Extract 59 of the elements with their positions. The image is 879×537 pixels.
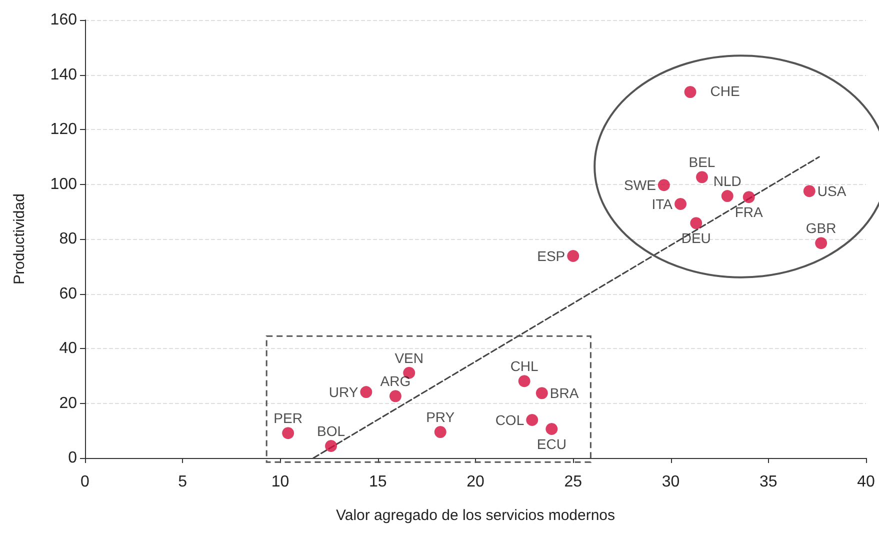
x-tick-label: 25: [564, 474, 582, 490]
point: [546, 422, 558, 435]
point: [518, 375, 530, 388]
y-tick-label: 20: [59, 394, 78, 412]
x-tick-label: 0: [80, 474, 90, 490]
x-axis-title: Valor agregado de los servicios modernos: [336, 507, 616, 524]
x-tick-label: 30: [662, 474, 680, 490]
y-tick-label: 120: [50, 121, 78, 138]
point: [567, 250, 580, 262]
annotation: ESP: [537, 248, 566, 264]
y-tick-label: 160: [50, 12, 78, 28]
point: [721, 190, 734, 202]
annotation: NLD: [713, 173, 742, 190]
y-tick-label: 60: [59, 285, 78, 302]
annotation: VEN: [394, 350, 424, 366]
x-tick-label: 40: [857, 474, 875, 490]
point: [526, 414, 538, 426]
annotation: USA: [817, 183, 847, 200]
annotation: ITA: [652, 196, 674, 212]
annotation: FRA: [734, 204, 764, 220]
point: [360, 386, 372, 398]
annotation: DEU: [681, 230, 711, 246]
x-tick-label: 35: [759, 474, 778, 490]
annotation: PRY: [426, 408, 456, 425]
annotation: GBR: [806, 220, 836, 236]
point: [658, 179, 670, 192]
annotation: SWE: [624, 177, 656, 194]
x-tick-label: 20: [466, 474, 484, 490]
point: [282, 427, 294, 440]
annotation: URY: [328, 384, 359, 400]
annotation: COL: [495, 412, 524, 428]
annotation: BOL: [317, 422, 346, 439]
y-tick-label: 100: [50, 176, 78, 193]
y-tick-label: 0: [68, 450, 78, 466]
x-tick-label: 15: [368, 474, 387, 490]
point: [325, 440, 338, 452]
annotation: CHE: [710, 82, 740, 99]
annotation: ECU: [536, 436, 566, 452]
annotation: BEL: [688, 154, 716, 170]
point: [803, 185, 816, 198]
annotation: CHL: [510, 358, 539, 374]
y-tick-label: 80: [59, 230, 78, 248]
point: [815, 237, 828, 250]
annotation: PER: [274, 410, 302, 426]
point: [684, 86, 696, 98]
point: [536, 387, 548, 400]
point: [690, 217, 702, 230]
annotation: ARG: [380, 373, 411, 390]
y-axis-title: Productividad: [11, 194, 28, 284]
x-tick-label: 10: [271, 474, 290, 490]
y-tick-label: 40: [59, 340, 78, 357]
point: [434, 426, 446, 438]
point: [389, 390, 402, 402]
annotation: BRA: [550, 385, 580, 402]
x-tick-label: 5: [178, 474, 188, 490]
point: [742, 191, 755, 204]
point: [696, 171, 708, 184]
y-tick-label: 140: [50, 66, 78, 84]
point: [674, 198, 687, 210]
